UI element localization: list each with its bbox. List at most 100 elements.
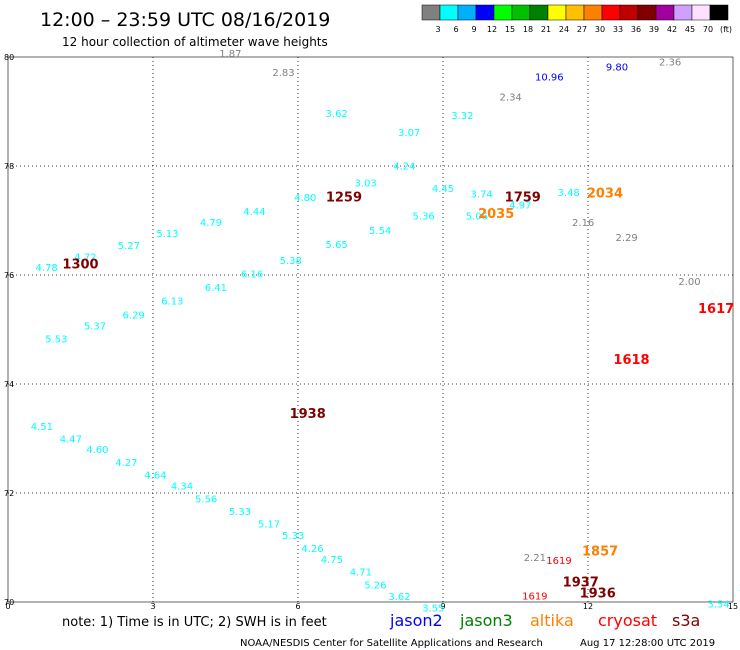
y-tick-label: 80 [4, 53, 14, 62]
wave-height-label: 5.36 [413, 211, 435, 222]
colorbar-label: 30 [595, 25, 605, 34]
wave-height-label: 5.17 [258, 519, 280, 530]
wave-height-label: 4.71 [350, 567, 372, 578]
wave-height-label: 9.80 [606, 63, 628, 74]
footer-note: note: 1) Time is in UTC; 2) SWH is in fe… [62, 615, 327, 630]
wave-height-label: 2.16 [572, 218, 594, 229]
wave-height-label: 2.29 [616, 233, 638, 244]
x-tick-label: 15 [728, 602, 738, 611]
colorbar-swatch [457, 4, 477, 21]
wave-height-label: 6.16 [241, 270, 263, 281]
colorbar-label: 42 [667, 25, 677, 34]
wave-height-label: 3.62 [326, 109, 348, 120]
wave-height-label: 2.34 [500, 93, 522, 104]
wave-height-label: 1.87 [219, 49, 241, 60]
wave-height-label: 4.75 [321, 555, 343, 566]
wave-height-label: 2.36 [659, 58, 681, 69]
wave-height-label: 2.83 [272, 68, 294, 79]
wave-height-label: 5.33 [282, 531, 304, 542]
wave-height-label: 4.27 [115, 458, 137, 469]
wave-height-label: 2.21 [524, 553, 546, 564]
wave-height-label: 4.78 [36, 263, 58, 274]
wave-height-label: 3.07 [398, 128, 420, 139]
colorbar-label: 15 [505, 25, 515, 34]
wave-height-label: 3.74 [471, 190, 493, 201]
wave-height-label: 3.55 [422, 603, 444, 614]
plot-area: 0 3 6 9 12 15 70 72 74 76 78 80 10.96 9.80 1619 1619 4.… [4, 49, 740, 614]
satellite-jason3: jason3 [459, 611, 513, 630]
pass-time-label: 2034 [587, 187, 623, 202]
pass-time-label: 1938 [290, 407, 326, 422]
satellite-cryosat: cryosat [598, 611, 657, 630]
colorbar-swatch [421, 4, 441, 21]
chart-subtitle: 12 hour collection of altimeter wave hei… [62, 35, 328, 49]
grid [8, 57, 733, 602]
colorbar-swatch [619, 4, 639, 21]
chart-title: 12:00 – 23:59 UTC 08/16/2019 [40, 9, 330, 31]
colorbar-swatch [673, 4, 693, 21]
wave-height-label: 4.51 [31, 422, 53, 433]
wave-height-label: 3.32 [451, 111, 473, 122]
wave-height-label: 6.41 [205, 283, 227, 294]
footer-timestamp: Aug 17 12:28:00 UTC 2019 [580, 638, 715, 649]
wave-height-label: 5.56 [195, 494, 217, 505]
ticks: 0 3 6 9 12 15 70 72 74 76 78 80 [4, 53, 738, 611]
colorbar-swatch [547, 4, 567, 21]
satellite-legend: jason2 jason3 altika cryosat s3a [389, 611, 700, 630]
wave-height-label: 3.48 [558, 188, 580, 199]
pass-time-label: 1857 [582, 545, 618, 560]
wave-height-label: 4.64 [144, 470, 166, 481]
satellite-s3a: s3a [672, 611, 700, 630]
colorbar-swatch [493, 4, 513, 21]
pass-time-label: 1300 [62, 257, 98, 272]
wave-height-label: 5.06 [466, 211, 488, 222]
colorbar-swatch [709, 4, 729, 21]
x-tick-label: 0 [5, 602, 10, 611]
wave-height-label: 5.33 [229, 507, 251, 518]
wave-height-label: 3.40 [739, 583, 740, 594]
wave-height-label: 4.45 [432, 184, 454, 195]
colorbar-label: 9 [471, 25, 476, 34]
y-tick-label: 72 [4, 489, 14, 498]
colorbar-swatch [439, 4, 459, 21]
wave-height-label: 4.79 [200, 218, 222, 229]
colorbar-label: 21 [541, 25, 551, 34]
wave-height-label: 3.62 [388, 592, 410, 603]
wave-height-label: 5.53 [45, 335, 67, 346]
colorbar-swatch [529, 4, 549, 21]
wave-height-label: 5.38 [280, 256, 302, 267]
y-tick-label: 76 [4, 271, 14, 280]
plot-frame [7, 56, 734, 603]
wave-height-label: 4.72 [74, 252, 96, 263]
wave-height-label: 4.60 [86, 445, 108, 456]
wave-height-label: 5.13 [156, 229, 178, 240]
pass-time-label: 1936 [580, 587, 616, 602]
colorbar-label: 36 [631, 25, 641, 34]
satellite-altika: altika [530, 611, 574, 630]
colorbar-swatch [565, 4, 585, 21]
colorbar-label: 33 [613, 25, 623, 34]
wave-height-label: 5.54 [369, 226, 391, 237]
colorbar-label: 70 [703, 25, 713, 34]
pass-labels: 1300 1259 1759 2034 2035 1617 1618 1938 1857 1937… [62, 187, 734, 602]
satellite-jason2: jason2 [389, 611, 443, 630]
x-tick-label: 6 [295, 602, 300, 611]
pass-time-label: 2035 [478, 207, 514, 222]
footer-credit: NOAA/NESDIS Center for Satellite Applica… [240, 638, 543, 649]
colorbar-label: 39 [649, 25, 659, 34]
wave-height-label: 2.00 [678, 277, 700, 288]
wave-height-label: 6.29 [123, 311, 145, 322]
wave-height-label: 4.34 [171, 482, 193, 493]
wave-height-label: 4.26 [301, 544, 323, 555]
pass-time-label: 1759 [505, 190, 541, 205]
pass-time-label: 1937 [563, 576, 599, 591]
colorbar-swatch [691, 4, 711, 21]
pass-time-label: 1618 [613, 353, 649, 368]
wave-height-label: 4.44 [243, 207, 265, 218]
y-tick-label: 74 [4, 380, 14, 389]
wave-height-label: 10.96 [535, 72, 564, 83]
colorbar-swatch [583, 4, 603, 21]
wave-height-label: 4.80 [294, 193, 316, 204]
colorbar-swatch [601, 4, 621, 21]
colorbar-swatch [637, 4, 657, 21]
